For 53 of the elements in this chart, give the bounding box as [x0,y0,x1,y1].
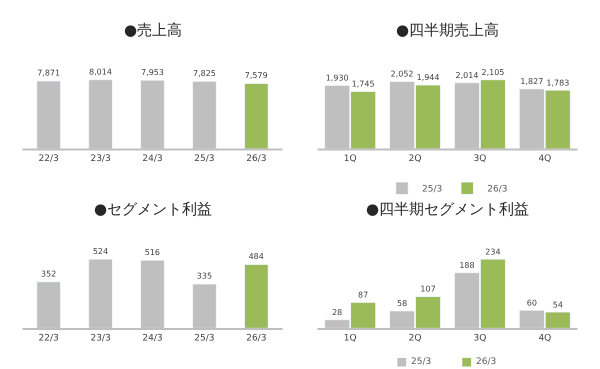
data-label: 8,014 [89,67,112,76]
x-tick-label: 24/3 [142,154,163,164]
chart-title: ●四半期セグメント利益 [366,200,530,218]
data-label: 188 [459,260,475,270]
legend-label: 25/3 [411,357,432,367]
x-tick-label: 4Q [538,334,552,344]
data-label: 7,825 [192,68,216,78]
data-label: 1,745 [352,80,375,89]
x-tick-label: 25/3 [194,154,215,164]
bar [244,264,268,328]
data-label: 2,105 [481,68,504,77]
data-label: 7,579 [244,70,268,80]
data-label: 352 [41,269,56,278]
data-label: 60 [526,298,537,308]
chart-title: ●四半期売上高 [396,21,500,39]
data-label: 107 [420,284,436,294]
x-tick-label: 22/3 [38,334,59,344]
legend-label: 25/3 [422,184,442,195]
data-label: 87 [358,290,368,300]
x-tick-label: 1Q [344,154,357,164]
data-label: 1,944 [416,73,440,82]
chart-title: ●セグメント利益 [94,200,212,218]
x-tick-label: 26/3 [246,334,266,344]
data-label: 2,014 [456,70,478,80]
x-tick-label: 1Q [344,334,357,344]
data-label: 524 [92,246,108,256]
x-tick-label: 23/3 [90,334,111,344]
data-label: 335 [196,272,212,281]
x-tick-label: 25/3 [194,334,215,344]
x-tick-label: 2Q [408,334,422,344]
data-label: 7,871 [37,68,60,78]
data-label: 234 [485,247,501,256]
x-tick-label: 2Q [408,154,422,164]
data-label: 516 [144,248,160,257]
chart-title: ●売上高 [124,21,182,39]
data-label: 28 [332,308,342,317]
data-label: 2,052 [390,70,414,79]
data-label: 1,827 [520,76,544,86]
x-tick-label: 26/3 [246,154,266,164]
x-tick-label: 23/3 [90,154,111,164]
x-tick-label: 3Q [474,154,486,164]
x-tick-label: 22/3 [38,154,59,164]
data-label: 7,953 [141,68,164,77]
x-tick-label: 4Q [538,154,552,164]
x-tick-label: 3Q [474,334,486,344]
data-label: 484 [248,252,264,261]
x-tick-label: 24/3 [142,334,163,344]
data-label: 54 [552,300,563,310]
data-label: 1,783 [546,78,570,88]
legend-label: 26/3 [487,184,508,195]
data-label: 58 [396,299,408,308]
data-label: 1,930 [326,74,349,83]
legend-label: 26/3 [476,357,496,367]
